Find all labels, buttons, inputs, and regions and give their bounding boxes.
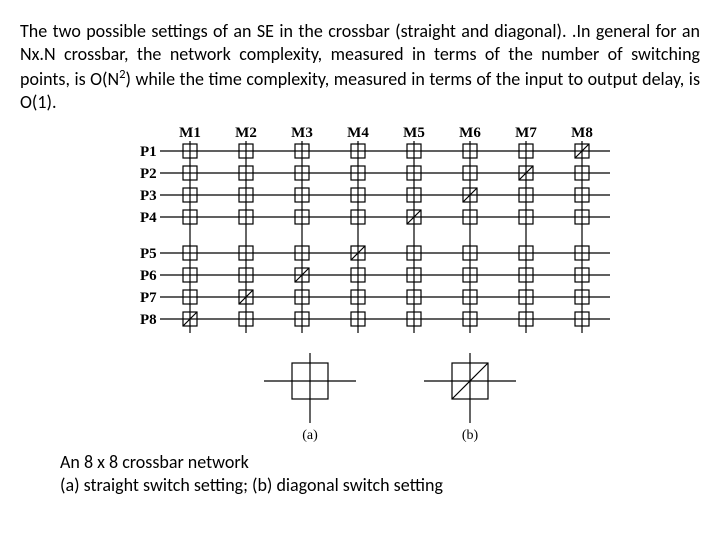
legend-label: (a) xyxy=(302,428,318,443)
col-label: M6 xyxy=(459,125,481,141)
row-label: P5 xyxy=(140,246,157,262)
col-label: M1 xyxy=(179,125,201,141)
col-label: M8 xyxy=(571,125,593,141)
col-label: M3 xyxy=(291,125,313,141)
caption-line1: An 8 x 8 crossbar network xyxy=(60,451,700,474)
intro-paragraph: The two possible settings of an SE in th… xyxy=(20,20,700,115)
caption-line2: (a) straight switch setting; (b) diagona… xyxy=(60,474,700,497)
figure-caption: An 8 x 8 crossbar network (a) straight s… xyxy=(60,451,700,498)
diagram-svg: M1 M2 M3 M4 M5 M6 M7 M8 P1 P2 P3 P4 P5 P6 P7 P8 (a) (b) xyxy=(80,123,640,443)
crossbar-diagram: M1 M2 M3 M4 M5 M6 M7 M8 P1 P2 P3 P4 P5 P6 P7 P8 (a) (b) xyxy=(20,123,700,443)
col-label: M7 xyxy=(515,125,537,141)
row-label: P8 xyxy=(140,312,157,328)
col-label: M2 xyxy=(235,125,257,141)
row-label: P7 xyxy=(140,290,157,306)
legend-label: (b) xyxy=(462,428,479,443)
row-label: P4 xyxy=(140,210,157,226)
row-label: P3 xyxy=(140,188,157,204)
col-label: M5 xyxy=(403,125,425,141)
col-label: M4 xyxy=(347,125,369,141)
row-label: P2 xyxy=(140,166,157,182)
row-label: P1 xyxy=(140,144,157,160)
row-label: P6 xyxy=(140,268,157,284)
